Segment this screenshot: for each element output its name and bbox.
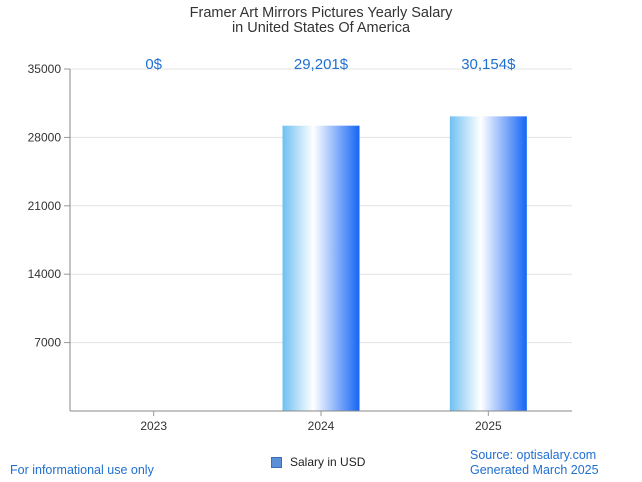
y-tick-label-7000: 7000: [34, 336, 61, 350]
x-tick-label-2023: 2023: [140, 419, 167, 433]
data-label-2023: 0$: [145, 56, 162, 73]
legend-swatch: [271, 456, 282, 468]
generated-date: Generated March 2025: [470, 463, 599, 477]
x-axis: 2023 2024 2025: [70, 410, 572, 433]
y-tick-label-14000: 14000: [28, 267, 62, 281]
x-tick-label-2025: 2025: [475, 419, 502, 433]
data-labels: 0$ 29,201$ 30,154$: [145, 56, 516, 73]
chart-subtitle: in United States Of America: [232, 20, 411, 36]
source-block: Source: optisalary.com Generated March 2…: [470, 448, 599, 478]
x-tick-label-2024: 2024: [308, 419, 335, 433]
bars: [282, 116, 527, 411]
disclaimer-text: For informational use only: [10, 463, 154, 477]
y-tick-label-21000: 21000: [28, 199, 62, 213]
legend: Salary in USD: [271, 455, 365, 469]
source-link[interactable]: Source: optisalary.com: [470, 448, 597, 462]
bar-2024: [282, 125, 360, 411]
y-axis: 7000 14000 21000 28000 35000: [28, 62, 71, 411]
data-label-2025: 30,154$: [461, 56, 516, 73]
data-label-2024: 29,201$: [294, 56, 349, 73]
bar-2025: [449, 116, 527, 411]
y-tick-label-35000: 35000: [28, 62, 62, 76]
legend-label: Salary in USD: [290, 455, 366, 469]
y-tick-label-28000: 28000: [28, 130, 62, 144]
chart-title: Framer Art Mirrors Pictures Yearly Salar…: [190, 5, 453, 21]
